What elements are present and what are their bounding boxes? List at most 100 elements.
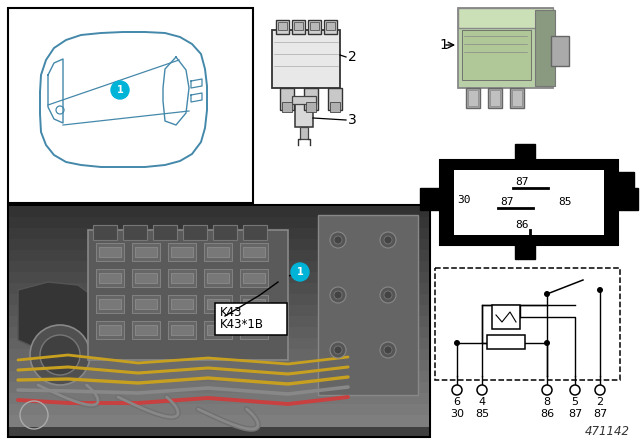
Circle shape — [40, 335, 80, 375]
Bar — [9, 239, 429, 251]
Bar — [243, 247, 265, 257]
Bar — [207, 273, 229, 283]
Bar — [280, 88, 294, 110]
Bar — [171, 273, 193, 283]
Bar — [171, 299, 193, 309]
Text: 86: 86 — [540, 409, 554, 419]
Bar — [308, 20, 321, 34]
Text: 87: 87 — [568, 409, 582, 419]
Bar — [9, 228, 429, 240]
Bar — [207, 299, 229, 309]
Text: 87: 87 — [593, 409, 607, 419]
Bar — [153, 225, 177, 240]
Bar — [9, 415, 429, 427]
Circle shape — [291, 263, 309, 281]
Bar — [171, 325, 193, 335]
Bar — [132, 295, 160, 313]
Bar — [243, 225, 267, 240]
Bar — [535, 10, 555, 86]
Text: 87: 87 — [500, 197, 513, 207]
Bar — [9, 382, 429, 394]
Circle shape — [111, 81, 129, 99]
Bar — [135, 273, 157, 283]
Bar — [88, 230, 288, 360]
Bar — [292, 20, 305, 34]
Bar — [515, 243, 535, 259]
Circle shape — [330, 342, 346, 358]
Bar — [168, 321, 196, 339]
Circle shape — [542, 385, 552, 395]
Bar — [9, 217, 429, 229]
Bar — [310, 22, 319, 30]
Bar — [294, 22, 303, 30]
Bar — [9, 283, 429, 295]
Bar — [512, 90, 522, 106]
Bar — [9, 206, 429, 218]
Bar — [326, 22, 335, 30]
Bar — [488, 88, 502, 108]
Bar — [9, 349, 429, 361]
Bar — [132, 243, 160, 261]
Circle shape — [330, 232, 346, 248]
Text: 30: 30 — [450, 409, 464, 419]
Bar — [300, 127, 308, 139]
Bar — [99, 325, 121, 335]
Polygon shape — [18, 282, 98, 360]
Bar — [213, 225, 237, 240]
Bar — [135, 299, 157, 309]
Bar — [207, 247, 229, 257]
Bar — [420, 188, 442, 210]
Bar — [306, 102, 316, 112]
Bar — [171, 247, 193, 257]
Text: K43*1B: K43*1B — [220, 319, 264, 332]
Bar — [9, 404, 429, 416]
Bar — [272, 30, 340, 88]
Bar — [9, 250, 429, 262]
Bar — [618, 172, 634, 192]
Text: 85: 85 — [475, 409, 489, 419]
Text: 2: 2 — [596, 397, 604, 407]
Bar — [96, 243, 124, 261]
Bar — [9, 393, 429, 405]
Bar — [123, 225, 147, 240]
Bar — [132, 269, 160, 287]
Text: 471142: 471142 — [585, 425, 630, 438]
Text: 3: 3 — [348, 113, 356, 127]
Bar — [9, 305, 429, 317]
Bar — [9, 371, 429, 383]
Text: K43: K43 — [220, 306, 243, 319]
Bar — [9, 294, 429, 306]
Bar — [454, 170, 604, 235]
Bar — [183, 225, 207, 240]
Circle shape — [384, 346, 392, 354]
Bar — [490, 90, 500, 106]
Bar — [243, 273, 265, 283]
Bar — [132, 321, 160, 339]
Bar — [318, 215, 418, 395]
Bar — [458, 8, 553, 28]
Bar — [99, 247, 121, 257]
Circle shape — [334, 346, 342, 354]
Bar — [135, 325, 157, 335]
Bar — [96, 321, 124, 339]
Bar — [93, 225, 117, 240]
Circle shape — [570, 385, 580, 395]
Bar — [616, 188, 638, 210]
Bar — [240, 269, 268, 287]
Circle shape — [30, 325, 90, 385]
Bar — [278, 22, 287, 30]
Bar — [204, 243, 232, 261]
Bar — [9, 338, 429, 350]
Bar — [243, 325, 265, 335]
Bar — [204, 295, 232, 313]
Bar — [292, 96, 316, 104]
Text: 86: 86 — [515, 220, 529, 230]
Bar — [276, 20, 289, 34]
Circle shape — [454, 340, 460, 346]
Text: 30: 30 — [457, 195, 470, 205]
Circle shape — [452, 385, 462, 395]
Bar — [215, 303, 287, 335]
Bar — [96, 295, 124, 313]
Bar — [282, 102, 292, 112]
Text: 5: 5 — [572, 397, 579, 407]
